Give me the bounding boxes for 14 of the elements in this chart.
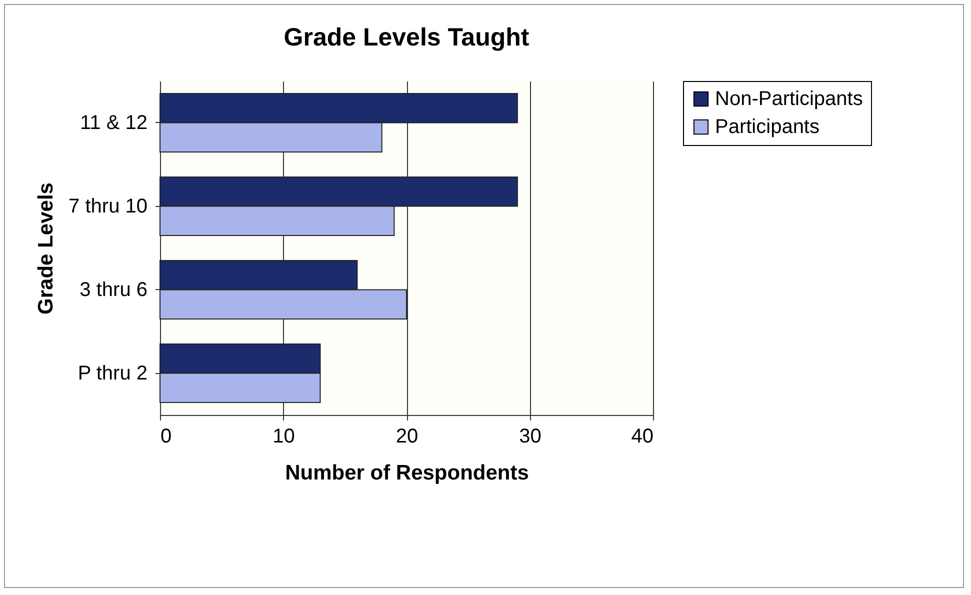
legend-label: Participants — [715, 116, 820, 138]
y-axis-title: Grade Levels — [34, 182, 58, 314]
x-tick-label: 0 — [160, 426, 172, 448]
x-tick-label: 40 — [631, 426, 654, 448]
x-tick-label: 20 — [396, 426, 418, 448]
x-axis-title: Number of Respondents — [285, 462, 529, 484]
y-tick-label: 7 thru 10 — [68, 195, 148, 218]
x-tick-label: 10 — [272, 426, 295, 448]
y-tick-label: 3 thru 6 — [80, 278, 148, 301]
legend-label: Non-Participants — [715, 88, 863, 110]
x-tick-label: 30 — [519, 426, 542, 448]
y-tick-label: 11 & 12 — [80, 112, 148, 134]
y-tick-label: P thru 2 — [78, 362, 148, 384]
chart-title: Grade Levels Taught — [284, 24, 530, 52]
